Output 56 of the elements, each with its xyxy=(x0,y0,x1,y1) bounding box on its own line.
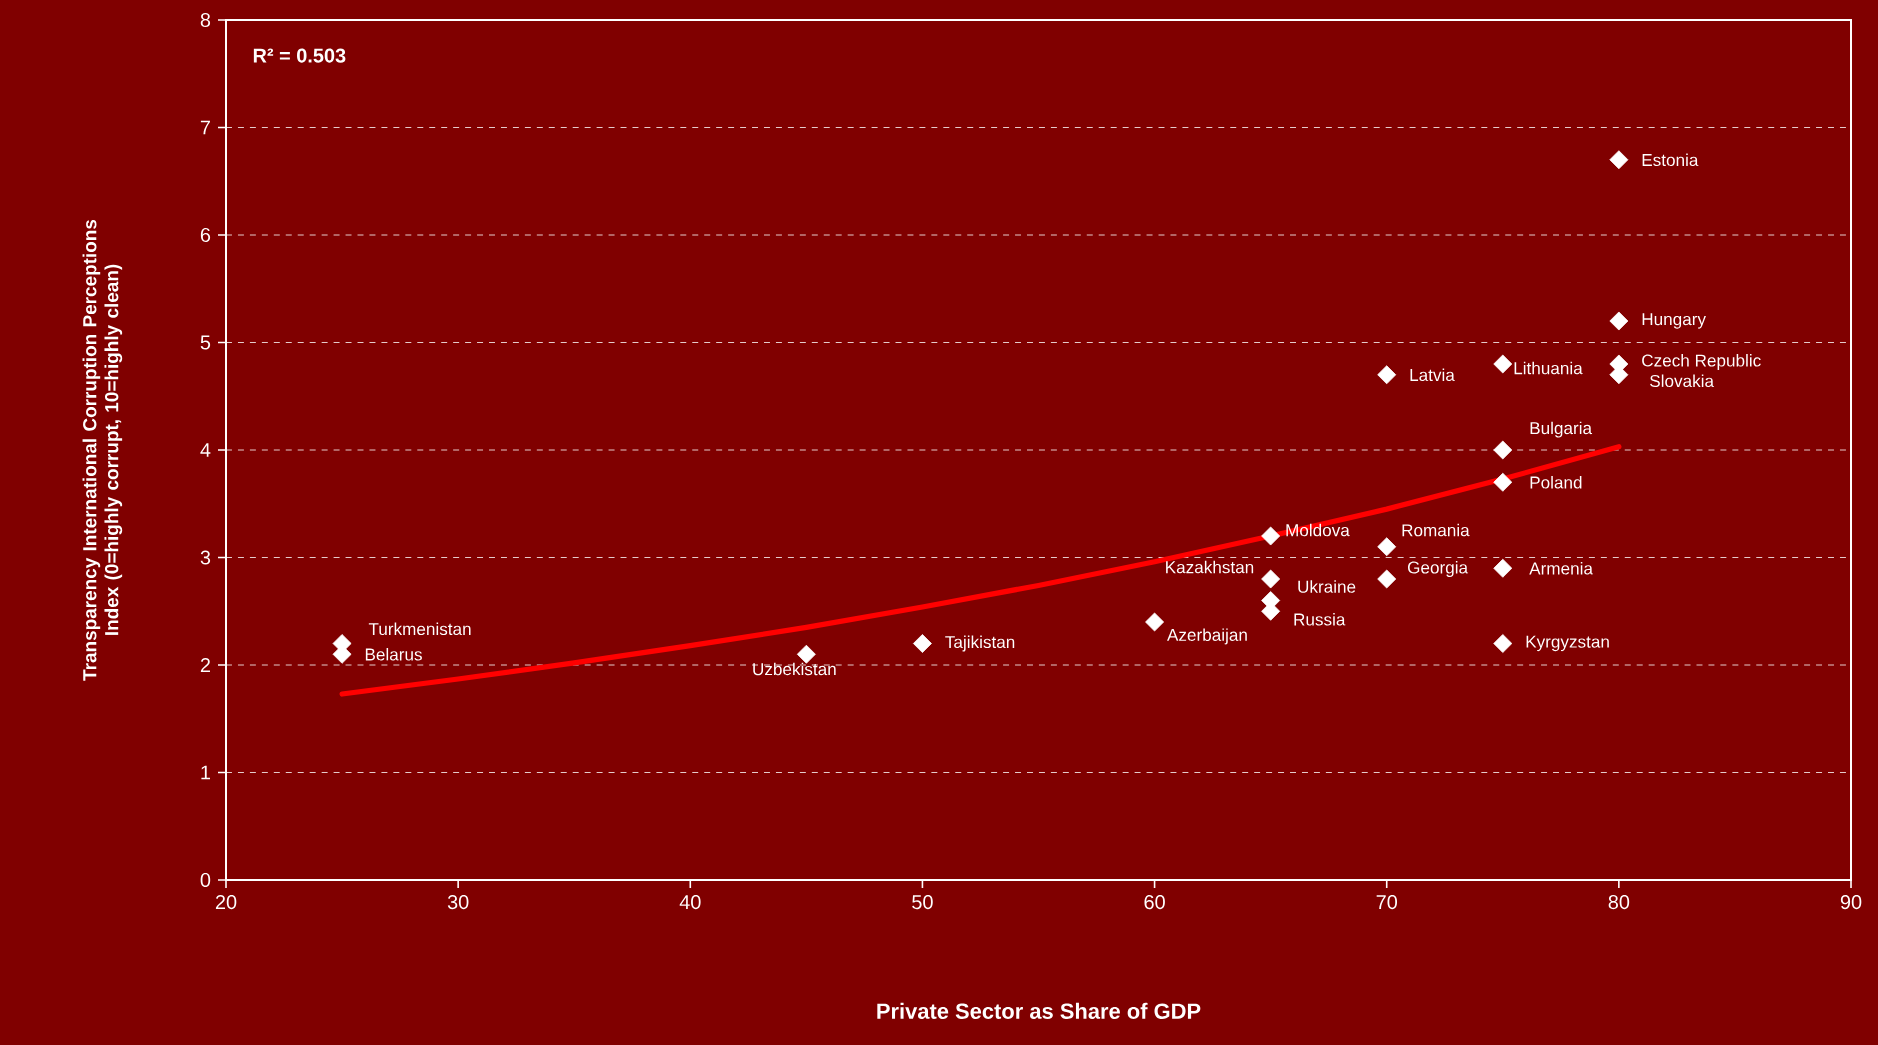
annotation: Azerbaijan xyxy=(1167,628,1247,645)
y-tick-label: 8 xyxy=(200,12,211,28)
annotation: Czech Republic xyxy=(1642,354,1761,370)
y-tick-label: 5 xyxy=(200,335,211,350)
point xyxy=(1377,365,1397,385)
annotation: Belarus xyxy=(365,647,422,661)
x-axis-title: Private Sector as Share of GDP xyxy=(877,1002,1201,1019)
x-tick-label: 80 xyxy=(1608,895,1630,910)
y-tick-label: 4 xyxy=(200,443,211,457)
annotation: Russia xyxy=(1294,612,1346,626)
annotation: Estonia xyxy=(1642,153,1699,167)
annotation: R² = 0.503 xyxy=(253,48,346,63)
annotation: Kyrgyzstan xyxy=(1526,635,1609,652)
annotation: Georgia xyxy=(1407,561,1469,577)
x-tick-label: 30 xyxy=(447,895,469,910)
y-tick-label: 1 xyxy=(201,765,211,780)
annotation: Bulgaria xyxy=(1530,421,1593,438)
point xyxy=(1493,354,1513,374)
y-tick-label: 2 xyxy=(200,658,210,672)
y-tick-label: 3 xyxy=(200,550,211,565)
annotation: Turkmenistan xyxy=(368,622,471,636)
point xyxy=(1609,311,1629,331)
annotation: Tajikistan xyxy=(945,635,1015,652)
annotation: Slovakia xyxy=(1650,374,1715,388)
point xyxy=(1377,537,1397,557)
point xyxy=(1493,472,1513,492)
point xyxy=(1493,440,1513,460)
point xyxy=(912,634,932,653)
y-tick-label: 7 xyxy=(200,120,210,135)
y-axis-title: Transparency International Corruption Perceptions Index (0=highly corrupt, 10=highly clean) xyxy=(82,219,123,681)
y-tick-label: 0 xyxy=(200,872,211,888)
annotation: Poland xyxy=(1530,475,1582,489)
annotation: Lithuania xyxy=(1514,361,1583,375)
point xyxy=(1377,569,1397,589)
annotation: Latvia xyxy=(1410,368,1455,382)
x-tick-label: 70 xyxy=(1376,895,1398,910)
x-tick-label: 40 xyxy=(679,895,701,910)
annotation: Armenia xyxy=(1529,561,1593,575)
annotation: Hungary xyxy=(1642,313,1706,329)
point xyxy=(796,644,816,664)
annotation: Kazakhstan xyxy=(1166,560,1254,574)
annotation: Moldova xyxy=(1286,523,1350,537)
point xyxy=(1493,634,1513,653)
annotation: Ukraine xyxy=(1298,580,1356,593)
point xyxy=(1493,558,1513,578)
point xyxy=(1261,526,1281,546)
point xyxy=(1609,150,1629,170)
annotation: Romania xyxy=(1402,523,1470,537)
annotation: Uzbekistan xyxy=(753,662,836,676)
x-tick-label: 50 xyxy=(912,895,933,910)
x-tick-label: 90 xyxy=(1840,895,1862,910)
x-tick-label: 20 xyxy=(215,895,237,910)
y-tick-label: 6 xyxy=(200,227,211,243)
x-tick-label: 60 xyxy=(1144,895,1165,910)
point xyxy=(1261,569,1281,589)
point xyxy=(1145,612,1165,632)
